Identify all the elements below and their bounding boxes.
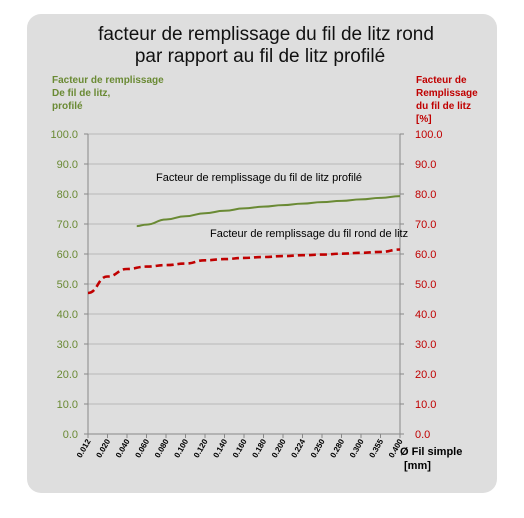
x-tick-label: 0.120: [192, 437, 210, 459]
title-line-1: facteur de remplissage du fil de litz ro…: [98, 24, 434, 45]
y-tick-right-label: 70.0: [415, 219, 436, 231]
gridlines: [87, 133, 401, 435]
x-tick-label: 0.140: [211, 437, 229, 459]
x-tick-label: 0.160: [231, 437, 249, 459]
y-left-label-line-1: Facteur de remplissage: [52, 75, 164, 86]
x-tick-label: 0.250: [309, 437, 327, 459]
y-tick-left-label: 70.0: [57, 219, 78, 231]
x-label-line-1: Ø Fil simple: [400, 446, 462, 458]
x-tick-label: 0.280: [328, 437, 346, 459]
title-line-2: par rapport au fil de litz profilé: [135, 46, 385, 67]
annotation-profile: Facteur de remplissage du fil de litz pr…: [156, 172, 362, 184]
y-ticks-left: 0.0 10.0 20.0 30.0 40.0 50.0 60.0 70.0 80.0 90.0 1…: [50, 129, 88, 441]
y-tick-left-label: 80.0: [57, 189, 78, 201]
y-tick-left-label: 10.0: [57, 399, 78, 411]
y-tick-left-label: 20.0: [57, 369, 78, 381]
series-line-2: [87, 248, 401, 295]
y-tick-right-label: 90.0: [415, 159, 436, 171]
y-axis-left-label: Facteur de remplissage De fil de litz, p…: [52, 75, 164, 112]
y-tick-right-label: 80.0: [415, 189, 436, 201]
x-tick-label: 0.040: [114, 437, 132, 459]
y-tick-right-label: 50.0: [415, 279, 436, 291]
x-tick-label: 0.080: [153, 437, 171, 459]
y-tick-right-label: 20.0: [415, 369, 436, 381]
y-tick-left-label: 0.0: [63, 429, 78, 441]
series-line-1: [136, 195, 401, 228]
y-right-label-line-1: Facteur de: [416, 75, 467, 86]
x-ticks: 0.012 0.020 0.040 0.060 0.080 0.100 0.120 0.140…: [75, 434, 405, 459]
y-tick-right-label: 100.0: [415, 129, 443, 141]
chart-title: facteur de remplissage du fil de litz ro…: [98, 24, 434, 67]
x-tick-label: 0.224: [289, 437, 307, 459]
y-tick-right-label: 60.0: [415, 249, 436, 261]
y-tick-left-label: 30.0: [57, 339, 78, 351]
x-label-line-2: [mm]: [404, 460, 431, 472]
annotation-round: Facteur de remplissage du fil rond de li…: [210, 228, 408, 240]
y-tick-left-label: 100.0: [50, 129, 78, 141]
x-tick-label: 0.355: [367, 437, 385, 459]
y-left-label-line-3: profilé: [52, 101, 83, 112]
y-tick-right-label: 0.0: [415, 429, 430, 441]
y-tick-left-label: 90.0: [57, 159, 78, 171]
y-tick-left-label: 40.0: [57, 309, 78, 321]
y-right-label-line-2: Remplissage: [416, 88, 478, 99]
x-tick-label: 0.020: [94, 437, 112, 459]
y-axis-right-label: Facteur de Remplissage du fil de litz [%…: [416, 75, 478, 125]
x-tick-label: 0.300: [348, 437, 366, 459]
y-right-label-line-3: du fil de litz: [416, 101, 471, 112]
y-tick-right-label: 40.0: [415, 309, 436, 321]
x-tick-label: 0.200: [270, 437, 288, 459]
x-tick-label: 0.100: [172, 437, 190, 459]
y-tick-right-label: 10.0: [415, 399, 436, 411]
y-ticks-right: 0.0 10.0 20.0 30.0 40.0 50.0 60.0 70.0 80.0 90.0 1…: [400, 129, 443, 441]
x-tick-label: 0.180: [250, 437, 268, 459]
x-tick-label: 0.060: [133, 437, 151, 459]
series-lines: [87, 195, 401, 295]
y-tick-right-label: 30.0: [415, 339, 436, 351]
y-tick-left-label: 50.0: [57, 279, 78, 291]
x-axis-label: Ø Fil simple [mm]: [400, 446, 462, 472]
y-tick-left-label: 60.0: [57, 249, 78, 261]
y-right-label-line-4: [%]: [416, 114, 432, 125]
y-left-label-line-2: De fil de litz,: [52, 88, 111, 99]
